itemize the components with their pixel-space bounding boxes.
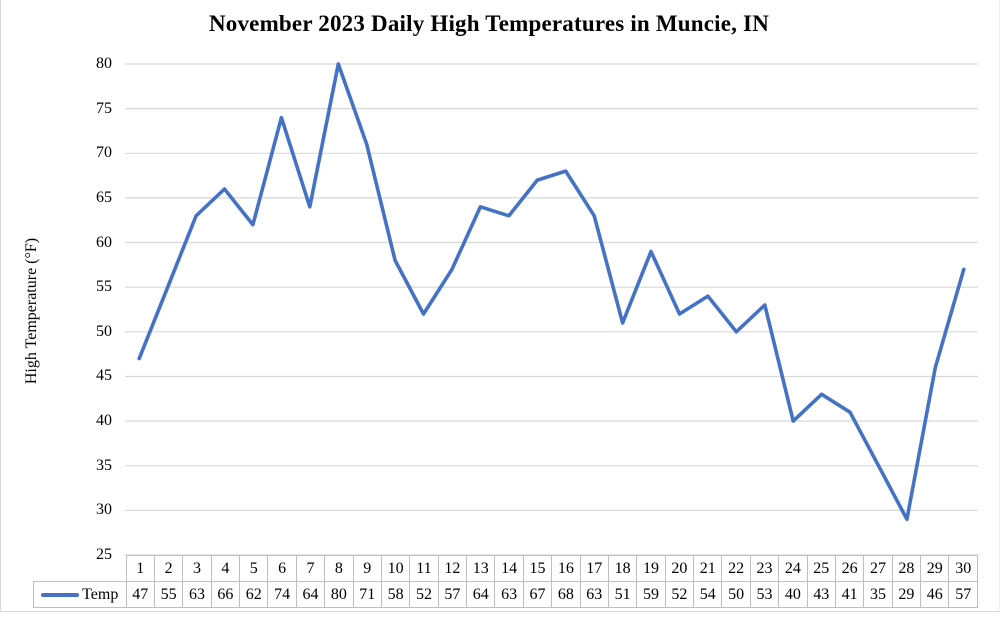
temp-value-cell: 64 [295,581,326,608]
temp-value-cell: 52 [664,581,695,608]
day-header-cell: 6 [267,555,297,582]
y-tick-label: 55 [96,278,112,296]
day-header-cell: 24 [778,555,808,582]
y-tick-label: 70 [96,144,112,162]
day-header-cell: 11 [409,555,439,582]
temp-value-cell: 53 [749,581,780,608]
temp-value-cell: 51 [607,581,638,608]
y-axis-title: High Temperature (°F) [23,237,40,385]
day-header-cell: 18 [607,555,638,582]
temp-value-cell: 50 [721,581,751,608]
temp-value-cell: 80 [324,581,354,608]
day-header-row: 1 2 3 4 5 6 7 8 9 10 11 12 13 14 15 16 17 18 19 20 21 22 23 24 2… [34,555,978,582]
day-header-cell: 30 [948,555,978,582]
day-header-cell: 29 [919,555,950,582]
day-header-cell: 1 [125,555,155,582]
day-header-cell: 2 [153,555,184,582]
day-header-cell: 26 [834,555,865,582]
temp-value-cell: 52 [409,581,439,608]
temp-value-cell: 63 [579,581,609,608]
y-tick-label: 45 [96,367,112,385]
legend-cell: Temp [33,581,127,608]
day-header-cell: 9 [352,555,382,582]
temp-value-cell: 47 [125,581,155,608]
chart-title: November 2023 Daily High Temperatures in… [208,11,770,36]
y-tick-label: 35 [96,456,112,474]
y-tick-label: 60 [96,233,112,251]
data-table: 1 2 3 4 5 6 7 8 9 10 11 12 13 14 15 16 17 18 19 20 21 22 23 24 2… [33,555,978,608]
day-header-cell: 10 [380,555,411,582]
temp-value-cell: 74 [267,581,297,608]
temp-value-cell: 71 [352,581,382,608]
temp-value-cell: 59 [636,581,666,608]
temp-value-cell: 67 [522,581,553,608]
y-tick-label: 75 [96,99,112,117]
day-header-cell: 5 [238,555,269,582]
temp-value-cell: 57 [437,581,468,608]
day-header-cell: 8 [324,555,354,582]
day-header-cell: 7 [295,555,326,582]
temp-value-row: Temp 47 55 63 66 62 74 64 80 71 58 52 57 64 63 67 68 63 5… [33,581,978,608]
temp-value-cell: 66 [210,581,241,608]
day-header-cell: 4 [210,555,241,582]
day-header-cell: 23 [749,555,780,582]
temp-line [137,62,966,522]
plot-area [125,62,978,556]
day-header-cell: 3 [182,555,212,582]
table-corner-blank [34,556,127,582]
temp-value-cell: 57 [948,581,978,608]
y-tick-label: 30 [96,501,112,519]
day-header-cell: 27 [863,555,893,582]
temp-value-cell: 41 [834,581,865,608]
y-tick-label: 80 [96,55,112,72]
temp-value-cell: 29 [891,581,922,608]
day-header-cell: 16 [551,555,581,582]
legend-line-sample-icon [41,592,80,597]
day-header-cell: 28 [891,555,922,582]
day-header-cell: 12 [437,555,468,582]
temp-value-cell: 58 [380,581,411,608]
y-tick-label: 50 [96,322,112,340]
temp-value-cell: 46 [919,581,950,608]
temp-value-cell: 62 [238,581,269,608]
day-header-cell: 25 [806,555,836,582]
temp-value-cell: 63 [494,581,524,608]
y-tick-label: 25 [96,546,112,563]
legend-label: Temp [82,586,119,603]
temp-value-cell: 54 [692,581,723,608]
temp-value-cell: 64 [465,581,496,608]
temp-value-cell: 55 [153,581,184,608]
day-header-cell: 13 [465,555,496,582]
temp-value-cell: 68 [551,581,581,608]
day-header-cell: 22 [721,555,751,582]
temp-value-cell: 63 [182,581,212,608]
day-header-cell: 14 [494,555,524,582]
temp-value-cell: 40 [778,581,808,608]
day-header-cell: 15 [522,555,553,582]
temp-value-cell: 43 [806,581,836,608]
y-tick-label: 65 [96,188,112,206]
day-header-cell: 19 [636,555,666,582]
day-header-cell: 21 [692,555,723,582]
temp-value-cell: 35 [863,581,893,608]
day-header-cell: 20 [664,555,695,582]
day-header-cell: 17 [579,555,609,582]
y-tick-label: 40 [96,412,112,430]
